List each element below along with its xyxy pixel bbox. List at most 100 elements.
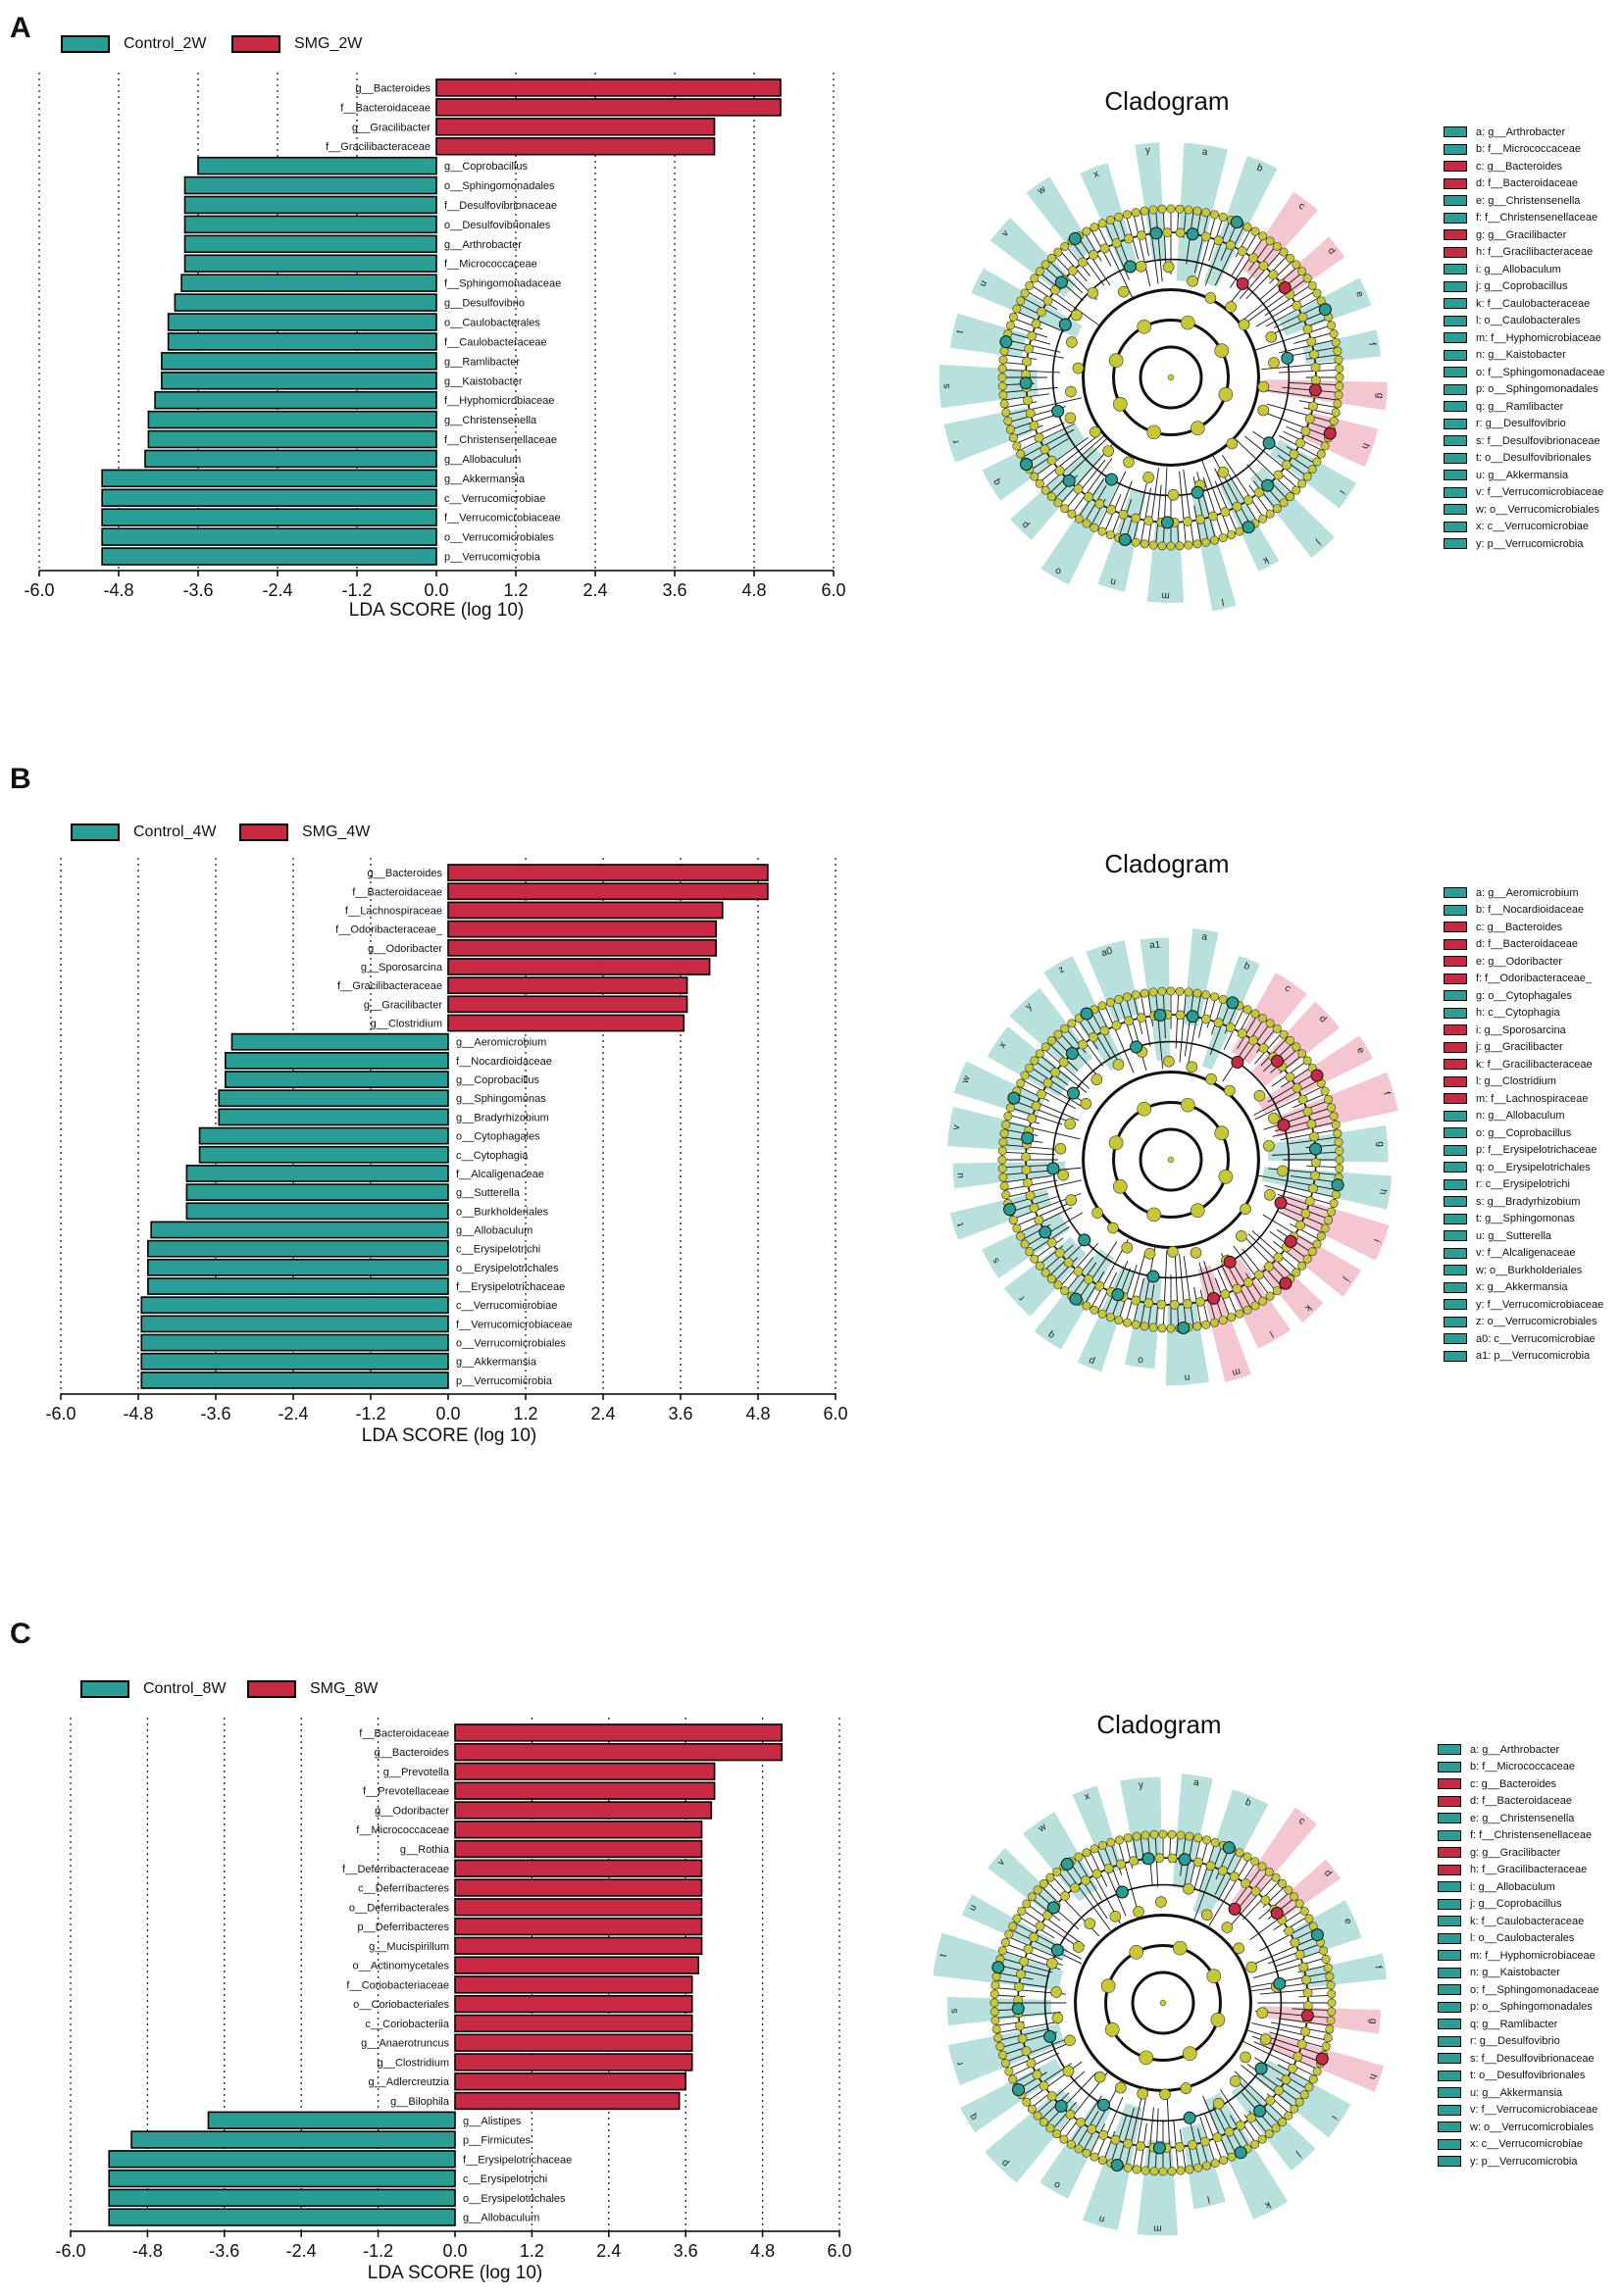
cladogram-legend-swatch: [1438, 2001, 1461, 2013]
cladogram-branch: [1253, 1935, 1319, 1965]
cladogram-node: [1046, 1237, 1057, 1248]
cladogram-node: [1250, 1009, 1260, 1019]
cladogram-legend-label: v: f__Alcaligenaceae: [1476, 1247, 1576, 1260]
clade-highlight: [1288, 1234, 1361, 1297]
cladogram-legend-label: w: o__Burkholderiales: [1476, 1264, 1583, 1276]
cladogram-node: [989, 1989, 999, 1999]
cladogram-branch: [1118, 1265, 1138, 1321]
cladogram-legend-label: s: f__Desulfovibrionaceae: [1476, 434, 1600, 447]
cladogram-branch: [1253, 1079, 1320, 1116]
cladogram-node: [1335, 1146, 1344, 1156]
cladogram-node: [1329, 1111, 1339, 1121]
cladogram-node: [1137, 2087, 1149, 2100]
cladogram-node: [1256, 2007, 1268, 2019]
cladogram-legend-item: r: g__Desulfovibrio: [1444, 416, 1605, 433]
cladogram-legend: a: g__Arthrobacter b: f__Micrococcaceae c:…: [1444, 124, 1605, 553]
cladogram-node: [1237, 1028, 1247, 1039]
cladogram-node: [1162, 227, 1173, 238]
cladogram-node: [1259, 2033, 1272, 2046]
clade-highlight: [1259, 1256, 1324, 1323]
clade-label: r: [1016, 1292, 1027, 1302]
clade-label: l: [1220, 596, 1225, 607]
cladogram-node: [1286, 1035, 1295, 1045]
cladogram-node: [1063, 1257, 1074, 1268]
clade-highlight: [1201, 956, 1260, 1071]
cladogram-node: [1320, 1223, 1330, 1233]
cladogram-node: [1326, 1980, 1336, 1990]
x-tick-label: -6.0: [24, 580, 54, 600]
cladogram-node: [1218, 1316, 1228, 1325]
cladogram-node: [1042, 1077, 1053, 1088]
cladogram-highlight-node: [1274, 1196, 1288, 1210]
cladogram-legend-swatch: [1438, 1881, 1461, 1893]
cladogram-node: [1073, 1266, 1084, 1276]
cladogram-node: [1257, 380, 1270, 393]
cladogram-legend-swatch: [1444, 922, 1467, 933]
clade-highlight: [952, 1161, 1067, 1189]
cladogram-legend-swatch: [1444, 904, 1467, 916]
cladogram-node: [1272, 1023, 1282, 1033]
x-tick-label: 0.0: [442, 2241, 467, 2261]
cladogram-legend-swatch: [1444, 367, 1467, 378]
cladogram-node: [1264, 1189, 1276, 1201]
cladogram-node: [1107, 1222, 1119, 1234]
clade-highlight: [1086, 940, 1140, 1023]
cladogram-node: [1218, 533, 1228, 543]
cladogram-node: [1307, 465, 1317, 474]
cladogram-branch: [1034, 277, 1099, 325]
cladogram-node: [1265, 1019, 1275, 1028]
lda-bar: [140, 1315, 449, 1333]
cladogram-legend-swatch: [1444, 1281, 1467, 1293]
cladogram-node: [1201, 208, 1211, 218]
lda-bar: [183, 215, 437, 234]
cladogram-branch: [1252, 430, 1312, 472]
clade-label: k: [1260, 554, 1270, 567]
cladogram-legend-item: v: f__Alcaligenaceae: [1444, 1245, 1603, 1263]
cladogram-highlight-node: [1279, 1276, 1293, 1290]
cladogram-node: [1333, 399, 1343, 409]
bar-label: c__Deferribacteres: [358, 1883, 449, 1895]
lda-bar: [218, 1089, 449, 1108]
cladogram-legend-item: x: c__Verrucomicrobiae: [1438, 2136, 1599, 2154]
lda-bar: [435, 98, 782, 117]
cladogram-node: [1279, 1029, 1289, 1039]
x-tick-label: 0.0: [424, 580, 448, 600]
cladogram-branch: [1022, 1079, 1077, 1110]
cladogram-node: [1001, 408, 1011, 418]
cladogram-branch: [1267, 403, 1334, 424]
cladogram-highlight-node: [1228, 1902, 1242, 1916]
cladogram-legend-swatch: [1438, 1916, 1461, 1927]
cladogram-branch: [996, 2021, 1058, 2034]
cladogram-node: [1302, 324, 1313, 334]
cladogram-legend-item: s: f__Desulfovibrionaceae: [1444, 432, 1605, 450]
lda-bar: [447, 976, 688, 995]
cladogram-legend-item: g: g__Gracilibacter: [1438, 1844, 1599, 1862]
cladogram-legend-item: h: c__Cytophagia: [1444, 1005, 1603, 1023]
cladogram-branch: [1183, 1256, 1194, 1327]
clade-label: k: [1262, 2199, 1272, 2212]
clade-highlight: [1022, 1812, 1098, 1902]
cladogram-node: [1050, 284, 1060, 295]
cladogram-legend-swatch: [1444, 280, 1467, 292]
cladogram-node: [1084, 1273, 1093, 1284]
lda-bar: [198, 1145, 449, 1164]
cladogram-legend-item: d: f__Bacteroidaceae: [1444, 936, 1603, 954]
cladogram-node: [1172, 1940, 1188, 1956]
cladogram-node: [1294, 2097, 1304, 2107]
cladogram-branch: [1253, 2041, 1319, 2071]
lda-bar: [185, 1183, 449, 1202]
cladogram-node: [1327, 1103, 1337, 1113]
cladogram-highlight-node: [1186, 1010, 1199, 1023]
cladogram-node: [1025, 408, 1036, 419]
cladogram-node: [1183, 1883, 1194, 1895]
x-tick-label: -1.2: [355, 1404, 385, 1423]
lda-bar: [447, 864, 769, 881]
cladogram-legend-label: l: o__Caulobacterales: [1470, 1932, 1575, 1945]
cladogram-node: [1302, 2001, 1313, 2011]
cladogram-node: [1016, 449, 1026, 459]
cladogram-node: [1158, 2167, 1168, 2176]
cladogram-node: [1022, 2097, 1032, 2107]
cladogram-node: [1258, 1014, 1268, 1023]
cladogram-node: [1272, 504, 1282, 514]
cladogram-highlight-node: [1069, 1292, 1083, 1306]
